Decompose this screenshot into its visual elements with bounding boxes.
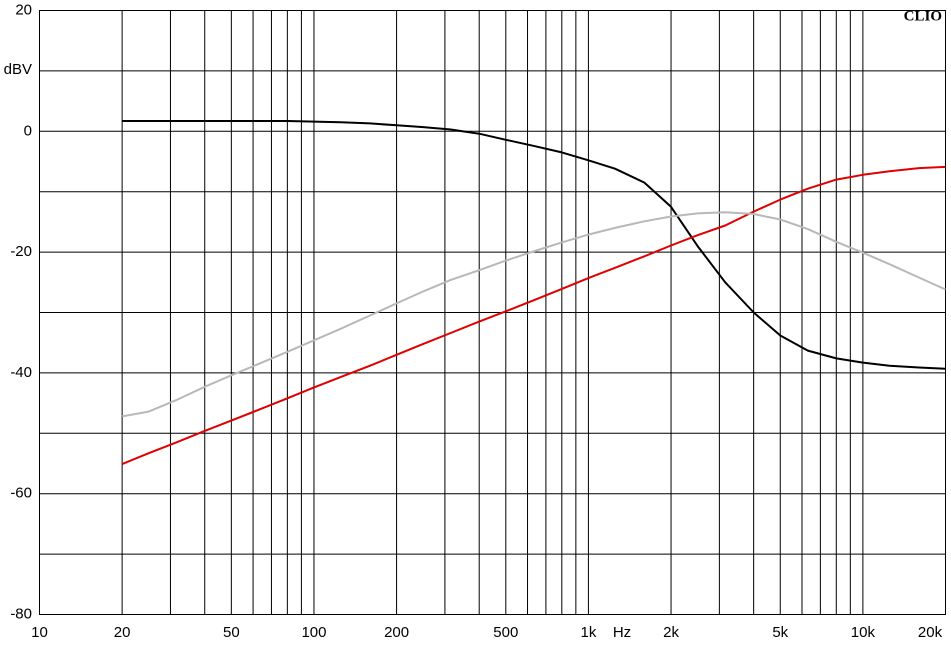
x-tick-label: 200 bbox=[384, 624, 409, 641]
x-tick-label: 2k bbox=[663, 624, 679, 641]
x-tick-label: 5k bbox=[772, 624, 788, 641]
y-tick-label: 20 bbox=[15, 1, 32, 18]
y-tick-label: -40 bbox=[10, 364, 32, 381]
y-tick-label: -80 bbox=[10, 605, 32, 622]
x-tick-label: 10 bbox=[31, 624, 48, 641]
x-tick-label: 10k bbox=[851, 624, 876, 641]
series-line bbox=[121, 211, 946, 418]
watermark: CLIO bbox=[904, 8, 942, 24]
y-tick-label: -20 bbox=[10, 243, 32, 260]
series-line bbox=[121, 165, 946, 466]
y-axis-label: dBV bbox=[4, 61, 32, 78]
y-tick-label: -60 bbox=[10, 485, 32, 502]
y-tick-label: 0 bbox=[24, 122, 32, 139]
x-tick-label: 100 bbox=[301, 624, 326, 641]
series-line bbox=[122, 120, 946, 370]
x-tick-label: 500 bbox=[493, 624, 518, 641]
x-tick-label: 50 bbox=[223, 624, 240, 641]
x-tick-label: 20 bbox=[114, 624, 131, 641]
x-axis-label: Hz bbox=[613, 624, 631, 641]
x-tick-label: 1k bbox=[580, 624, 596, 641]
x-tick-label: 20k bbox=[918, 624, 943, 641]
plot-frame bbox=[39, 10, 946, 615]
